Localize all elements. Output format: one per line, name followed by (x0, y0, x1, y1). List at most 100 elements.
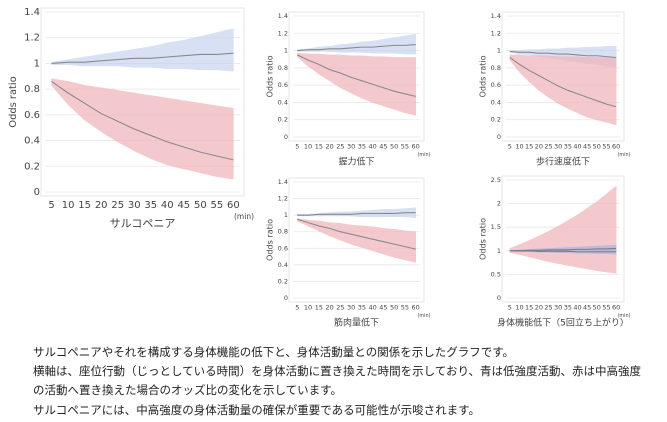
x-tick-label: 10 (515, 143, 523, 151)
x-tick-label: 5 (48, 200, 54, 211)
band-segment (519, 54, 530, 83)
caption-line: サルコペニアには、中高強度の身体活動量の確保が重要である可能性が示唆されます。 (33, 403, 481, 417)
x-tick-label: 30 (554, 304, 562, 312)
x-tick-label: 55 (210, 200, 223, 211)
y-tick-label: 0 (284, 294, 288, 302)
x-tick-label: 55 (401, 143, 409, 151)
y-axis-label: Odds ratio (265, 55, 275, 97)
band-segment (183, 36, 201, 71)
x-tick-label: 35 (144, 200, 157, 211)
y-tick-label: 0.2 (278, 277, 288, 285)
x-tick-label: 60 (412, 143, 420, 151)
band-segment (606, 57, 617, 126)
y-tick-label: 1 (34, 58, 40, 69)
x-axis-label: 身体機能低下（5回立ち上がり） (497, 317, 629, 329)
y-tick-label: 0.2 (24, 161, 40, 172)
y-tick-label: 0.6 (24, 110, 40, 121)
x-tick-label: 5 (508, 304, 512, 312)
y-tick-label: 0.8 (24, 84, 40, 95)
x-tick-label: 35 (358, 304, 366, 312)
x-tick-label: 45 (583, 143, 591, 151)
band-segment (200, 102, 218, 177)
x-tick-label: 40 (161, 200, 174, 211)
x-tick-label: 15 (315, 304, 323, 312)
band-segment (557, 220, 569, 266)
y-tick-label: 0.6 (278, 81, 288, 89)
line (509, 57, 617, 108)
plot-frame (288, 11, 425, 142)
y-axis-label: Odds ratio (8, 76, 19, 127)
band-segment (200, 32, 218, 71)
y-tick-label: 1 (497, 247, 501, 255)
x-tick-label: 5 (295, 304, 299, 312)
confidence-band (509, 54, 617, 126)
caption-line: サルコペニアやそれを構成する身体機能の低下と、身体活動量との関係を示したグラフで… (33, 345, 515, 359)
x-tick-label: 60 (227, 200, 240, 211)
band-segment (67, 56, 85, 67)
band-segment (528, 235, 540, 260)
band-segment (150, 42, 168, 69)
x-tick-label: 60 (612, 143, 620, 151)
x-tick-label: 45 (379, 143, 387, 151)
y-tick-label: 2.5 (491, 176, 501, 184)
band-segment (67, 81, 85, 121)
x-tick-label: 30 (128, 200, 141, 211)
band-segment (596, 245, 607, 254)
x-unit: (min) (418, 313, 431, 319)
line (297, 54, 416, 97)
confidence-band (509, 185, 617, 274)
x-tick-label: 30 (554, 143, 562, 151)
band-segment (133, 46, 152, 68)
band-segment (567, 214, 578, 268)
x-tick-label: 20 (535, 304, 543, 312)
x-tick-label: 25 (336, 143, 344, 151)
confidence-band (51, 78, 234, 180)
band-segment (216, 105, 234, 180)
band-segment (216, 28, 234, 72)
line (297, 218, 416, 250)
x-tick-label: 55 (602, 304, 610, 312)
line (51, 80, 234, 161)
band-segment (519, 239, 530, 258)
band-segment (133, 92, 152, 160)
x-tick-label: 20 (535, 143, 543, 151)
y-tick-label: 0.4 (24, 136, 40, 147)
band-segment (577, 56, 588, 118)
plot-frame (501, 11, 625, 142)
band-segment (567, 56, 578, 114)
y-tick-label: 0.6 (491, 81, 501, 89)
band-segment (606, 185, 617, 274)
plot-frame (501, 175, 625, 303)
y-tick-label: 1 (284, 211, 288, 219)
band-segment (577, 207, 588, 270)
y-tick-label: 0 (497, 294, 501, 302)
band-segment (586, 57, 598, 121)
caption-line: 横軸は、座位行動（じっとしている時間）を身体活動に置き換えた時間を示しており、青… (33, 364, 641, 378)
plot-frame (40, 7, 245, 197)
band-segment (100, 51, 119, 67)
y-tick-label: 1.4 (491, 12, 501, 20)
x-tick-label: 15 (525, 304, 533, 312)
line (509, 247, 617, 252)
x-tick-label: 50 (390, 143, 398, 151)
y-tick-label: 0.4 (278, 98, 288, 106)
x-tick-label: 40 (369, 143, 377, 151)
x-axis-label: 歩行速度低下 (536, 156, 590, 168)
y-tick-label: 0.6 (278, 244, 288, 252)
band-segment (596, 193, 607, 273)
band-segment (393, 57, 406, 114)
band-segment (404, 57, 416, 116)
x-tick-label: 10 (515, 304, 523, 312)
band-segment (586, 201, 598, 271)
y-tick-label: 1 (284, 47, 288, 55)
x-axis-label: 筋肉量低下 (334, 317, 379, 329)
y-tick-label: 0 (34, 187, 40, 198)
x-tick-label: 50 (593, 304, 601, 312)
band-segment (383, 56, 395, 110)
x-tick-label: 5 (295, 143, 299, 151)
x-tick-label: 60 (612, 304, 620, 312)
x-tick-label: 5 (508, 143, 512, 151)
x-tick-label: 50 (194, 200, 207, 211)
line (297, 43, 416, 52)
line (509, 50, 617, 59)
